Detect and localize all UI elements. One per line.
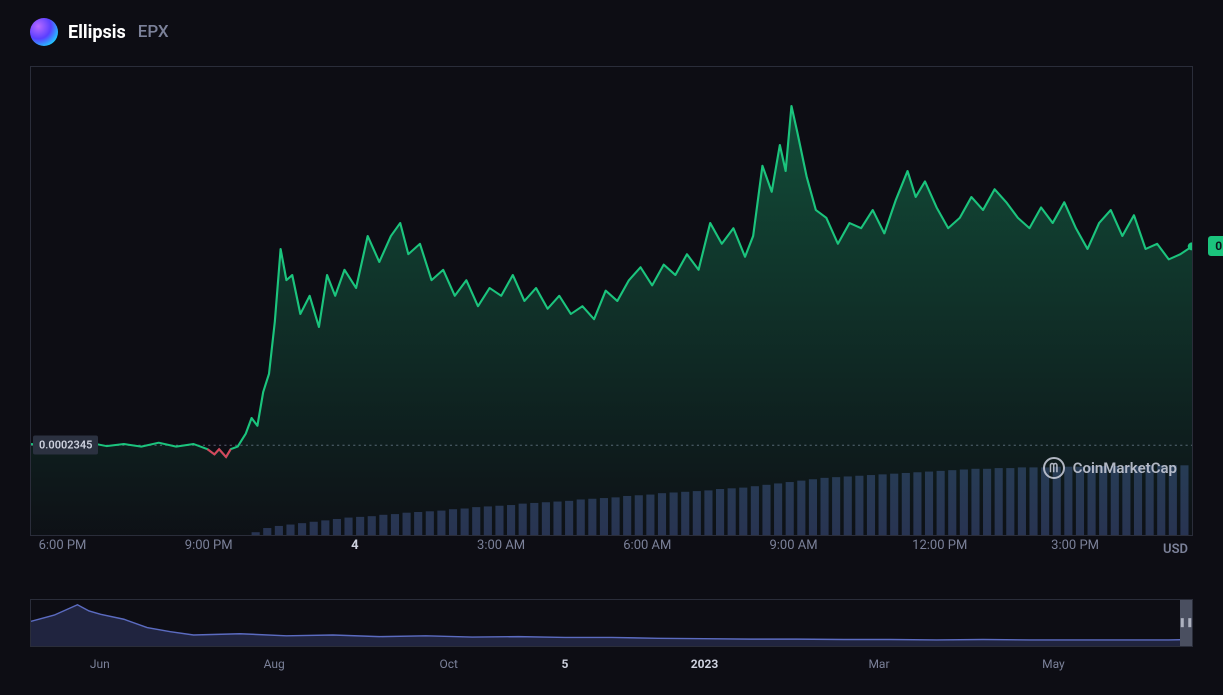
watermark: ᗰ CoinMarketCap	[1043, 457, 1177, 479]
x-axis-tick: 6:00 AM	[623, 538, 671, 553]
timeline-navigator[interactable]: ❚❚	[30, 599, 1193, 647]
coin-name: Ellipsis	[68, 22, 126, 43]
start-price-badge: 0.0002345	[33, 436, 98, 455]
x-axis-tick: 9:00 PM	[185, 538, 233, 553]
timeline-handle[interactable]: ❚❚	[1180, 600, 1192, 646]
price-chart[interactable]: 0.000380.000360.000340.000320.000300.000…	[30, 66, 1193, 536]
timeline-x-tick: Mar	[868, 657, 889, 671]
chart-header: Ellipsis EPX	[0, 0, 1223, 56]
y-axis: 0.000380.000360.000340.000320.000300.000…	[1192, 67, 1223, 535]
x-axis-tick: 3:00 PM	[1051, 538, 1099, 553]
timeline-x-tick: Oct	[439, 657, 457, 671]
current-price-badge: 0.00031	[1208, 236, 1223, 256]
timeline-svg	[31, 600, 1192, 646]
timeline-x-tick: May	[1042, 657, 1065, 671]
timeline-x-tick: Aug	[264, 657, 285, 671]
timeline-x-tick: 5	[562, 657, 569, 671]
x-axis-tick: 12:00 PM	[912, 538, 967, 553]
currency-label: USD	[1163, 542, 1188, 557]
coin-symbol: EPX	[138, 22, 169, 42]
x-axis-tick: 6:00 PM	[39, 538, 87, 553]
watermark-text: CoinMarketCap	[1073, 459, 1177, 477]
coin-icon	[30, 18, 58, 46]
x-axis: 6:00 PM 9:00 PM 4 3:00 AM 6:00 AM 9:00 AM 12:0…	[30, 538, 1113, 558]
x-axis-tick: 9:00 AM	[769, 538, 817, 553]
price-chart-svg	[31, 67, 1192, 535]
x-axis-tick: 4	[351, 538, 358, 553]
watermark-icon: ᗰ	[1043, 457, 1065, 479]
timeline-x-tick: 2023	[691, 657, 719, 671]
timeline-x-tick: Jun	[90, 657, 110, 671]
timeline-x-axis: Jun Aug Oct 5 2023 Mar May	[30, 657, 1193, 677]
x-axis-tick: 3:00 AM	[477, 538, 525, 553]
